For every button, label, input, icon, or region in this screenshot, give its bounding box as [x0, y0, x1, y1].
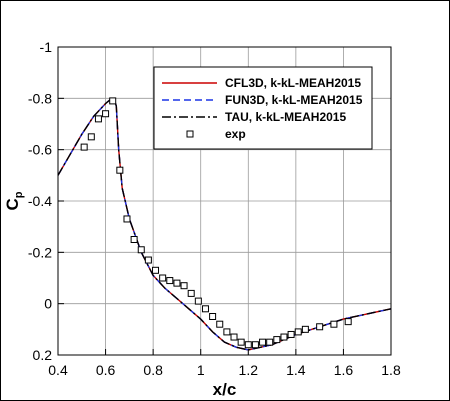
- exp-point: [173, 279, 181, 287]
- y-ticks: -1 -0.8 -0.6 -0.4 -0.2 0 0.2: [28, 39, 64, 363]
- x-tick-label: 1.8: [381, 362, 401, 378]
- legend-label-exp: exp: [225, 127, 246, 141]
- x-tick-label: 0.6: [96, 362, 116, 378]
- exp-point: [80, 143, 88, 151]
- exp-point: [130, 236, 138, 243]
- x-ticks: 0.4 0.6 0.8 1 1.2 1.4 1.6 1.8: [48, 349, 401, 378]
- scatter-layer: [80, 97, 352, 349]
- x-tick-label: 1: [197, 362, 205, 378]
- exp-point: [194, 297, 202, 305]
- exp-point: [223, 328, 231, 336]
- y-tick-label: -0.8: [28, 90, 52, 106]
- exp-point: [102, 110, 110, 118]
- exp-point: [237, 338, 245, 346]
- exp-point: [273, 336, 281, 344]
- exp-point: [209, 313, 217, 320]
- exp-point: [244, 341, 252, 349]
- legend: CFL3D, k-kL-MEAH2015 FUN3D, k-kL-MEAH2015…: [153, 66, 373, 150]
- legend-label-1: FUN3D, k-kL-MEAH2015: [225, 93, 363, 107]
- y-tick-label: -0.6: [28, 142, 52, 158]
- legend-label-0: CFL3D, k-kL-MEAH2015: [225, 76, 361, 90]
- exp-point: [280, 333, 288, 341]
- exp-point: [94, 115, 102, 123]
- exp-point: [187, 289, 195, 297]
- exp-point: [152, 266, 160, 274]
- exp-point: [259, 338, 267, 346]
- exp-point: [266, 338, 274, 346]
- x-tick-label: 1.2: [239, 362, 259, 378]
- exp-point: [216, 320, 224, 328]
- legend-label-2: TAU, k-kL-MEAH2015: [225, 110, 346, 124]
- exp-point: [330, 320, 338, 328]
- exp-point: [144, 256, 152, 264]
- exp-point: [123, 215, 131, 223]
- exp-point: [301, 325, 309, 333]
- exp-point: [87, 133, 95, 141]
- exp-point: [201, 305, 209, 313]
- exp-point: [137, 246, 145, 254]
- x-tick-label: 1.4: [286, 362, 306, 378]
- y-tick-label: -0.4: [28, 193, 52, 209]
- exp-point: [109, 97, 117, 105]
- y-tick-label: 0.2: [33, 347, 53, 363]
- exp-point: [287, 330, 295, 338]
- exp-point: [251, 341, 259, 349]
- legend-swatch-exp: [186, 130, 194, 138]
- y-tick-label: -1: [40, 39, 53, 55]
- exp-point: [230, 333, 238, 341]
- x-tick-label: 0.4: [48, 362, 68, 378]
- exp-point: [294, 328, 302, 336]
- exp-point: [159, 274, 167, 282]
- y-axis-label: Cp: [3, 191, 25, 210]
- y-tick-label: 0: [44, 296, 52, 312]
- x-axis-label: x/c: [213, 380, 237, 399]
- x-tick-label: 1.6: [334, 362, 354, 378]
- exp-point: [180, 282, 188, 290]
- y-tick-label: -0.2: [28, 244, 52, 260]
- exp-point: [116, 166, 124, 174]
- exp-point: [316, 323, 324, 331]
- exp-point: [166, 277, 174, 285]
- x-tick-label: 0.8: [143, 362, 163, 378]
- exp-point: [344, 318, 352, 326]
